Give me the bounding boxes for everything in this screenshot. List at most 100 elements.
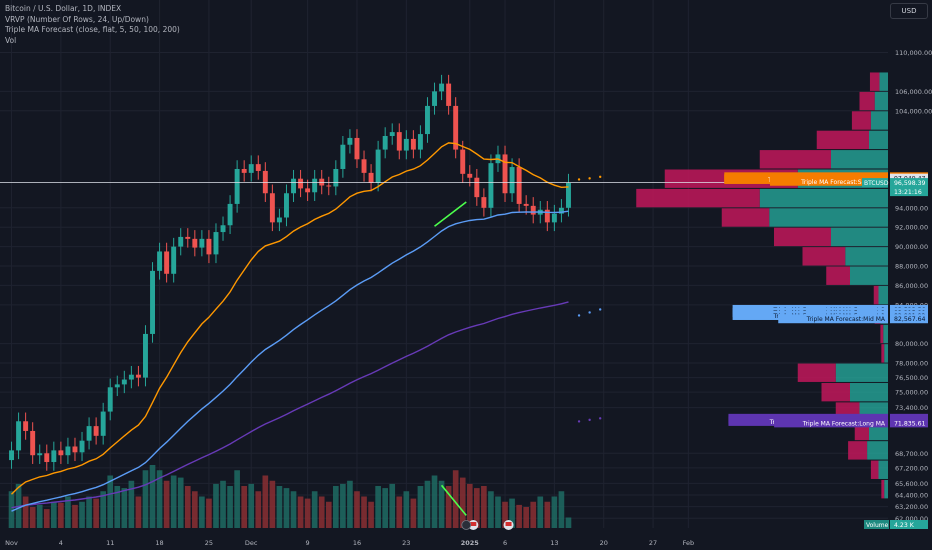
vrvp-up-bar xyxy=(831,227,888,247)
candle-body xyxy=(417,134,423,150)
candle-body xyxy=(220,225,226,233)
candle-body xyxy=(558,207,564,214)
volume-bar xyxy=(135,496,142,528)
volume-bar xyxy=(283,488,290,528)
volume-bar xyxy=(304,498,311,528)
volume-bar xyxy=(333,486,339,528)
forecast-tag-label: Triple MA Forecast:Long MA xyxy=(802,420,886,427)
vrvp-up-bar xyxy=(878,460,888,479)
long-forecast-dot xyxy=(599,417,602,420)
volume-bar xyxy=(72,504,78,528)
volume-bar xyxy=(347,480,353,528)
last-price-tag: 96,598.39 xyxy=(894,180,926,187)
price-tags: Triple MA Forecast:Short MA Forecast 397… xyxy=(724,172,928,529)
vrvp-down-bar xyxy=(802,247,846,266)
volume-bar xyxy=(459,477,466,528)
candle-body xyxy=(58,450,64,456)
candle-body xyxy=(93,426,99,436)
volume-bar xyxy=(276,486,283,528)
volume-tag-value: 4.23 K xyxy=(894,522,915,529)
vrvp-up-bar xyxy=(878,285,888,305)
candle-body xyxy=(432,91,437,106)
volume-bar xyxy=(163,480,170,528)
time-tick-label: 11 xyxy=(106,539,114,547)
vrvp-down-bar xyxy=(848,441,868,460)
volume-bar xyxy=(269,480,276,528)
time-tick-label: 9 xyxy=(306,539,310,547)
vrvp-indicator-label[interactable]: VRVP (Number Of Rows, 24, Up/Down) xyxy=(5,14,149,24)
last-price-tag-bg xyxy=(890,178,928,197)
time-tick-label: 20 xyxy=(600,539,608,547)
price-axis-bg xyxy=(889,0,932,550)
volume-bar xyxy=(340,483,346,528)
forecast-tag-label-bg xyxy=(778,314,888,324)
candle-body xyxy=(481,197,487,208)
volume-bar xyxy=(177,477,184,528)
ma-indicator-label[interactable]: Triple MA Forecast (close, flat, 5, 50, … xyxy=(5,25,180,34)
volume-bar xyxy=(452,470,459,528)
candle-body xyxy=(305,188,311,193)
forecast-tag-label-bg xyxy=(769,176,888,186)
time-tick-label: 2025 xyxy=(461,539,480,547)
volume-bar xyxy=(199,496,205,528)
long-ma-line xyxy=(11,301,569,509)
candle-body xyxy=(157,251,163,271)
price-tick-label: 67,200.00 xyxy=(895,464,928,472)
vrvp-up-bar xyxy=(879,72,888,91)
symbol-title[interactable]: Bitcoin / U.S. Dollar, 1D, INDEX xyxy=(5,4,122,13)
volume-indicator-label[interactable]: Vol xyxy=(5,35,17,45)
candle-body xyxy=(425,105,430,135)
vrvp-up-bar xyxy=(769,208,888,227)
candle-body xyxy=(100,411,106,436)
long-forecast-dot xyxy=(577,420,581,423)
candle-body xyxy=(37,453,43,456)
volume-bar xyxy=(537,496,544,528)
time-tick-label: 27 xyxy=(649,539,657,547)
volume-bar xyxy=(65,496,71,528)
volume-bar xyxy=(220,480,226,528)
candle-body xyxy=(121,379,127,385)
volume-bar xyxy=(495,496,501,528)
forecast-tag-value: 71,835.61 xyxy=(894,420,926,427)
vrvp-down-bar xyxy=(816,130,869,150)
candle-body xyxy=(51,450,57,463)
candle-body xyxy=(128,374,134,380)
price-tick-label: 62,000.00 xyxy=(895,515,928,523)
mid-forecast-dot xyxy=(577,314,581,317)
vrvp-down-bar xyxy=(759,150,831,169)
vrvp-down-bar xyxy=(859,91,875,111)
price-axis[interactable]: 110,000.00 106,000.00 104,000.00 94,000.00 9… xyxy=(889,0,932,550)
price-tick-label: 88,000.00 xyxy=(895,263,928,271)
price-tick-label: 65,600.00 xyxy=(895,480,928,488)
volume-bar xyxy=(86,496,92,528)
time-axis[interactable]: Nov 4 11 18 25 Dec 9 16 23 2025 6 13 20 27 Feb xyxy=(5,539,694,547)
candle-body xyxy=(319,178,325,186)
forecast-tag-label-bg xyxy=(774,418,888,428)
candle-body xyxy=(298,178,304,189)
volume-bar xyxy=(121,488,128,528)
candle-body xyxy=(185,236,191,239)
candle-body xyxy=(474,177,480,198)
candle-body xyxy=(333,168,339,187)
volume-bar xyxy=(502,501,508,528)
time-tick-label: 25 xyxy=(205,539,213,547)
volume-bar xyxy=(100,491,106,528)
volume-bar xyxy=(382,488,388,528)
candle-body xyxy=(382,136,388,150)
candle-body xyxy=(361,159,367,173)
candle-body xyxy=(164,251,170,274)
volume-bar xyxy=(424,480,431,528)
short-forecast-dot xyxy=(599,175,602,179)
forecast-tag-value-bg xyxy=(890,418,928,428)
candle-body xyxy=(523,203,529,206)
currency-button[interactable]: USD xyxy=(890,3,928,19)
vrvp-down-bar xyxy=(869,72,880,91)
symbol-tag: BTCUSD xyxy=(864,180,889,187)
candle-body xyxy=(284,193,289,218)
flag-stripe xyxy=(505,522,512,526)
vrvp-down-bar xyxy=(774,227,831,247)
candle-body xyxy=(312,178,318,193)
volume-bar xyxy=(241,486,247,528)
price-tick-label: 92,000.00 xyxy=(895,224,928,232)
